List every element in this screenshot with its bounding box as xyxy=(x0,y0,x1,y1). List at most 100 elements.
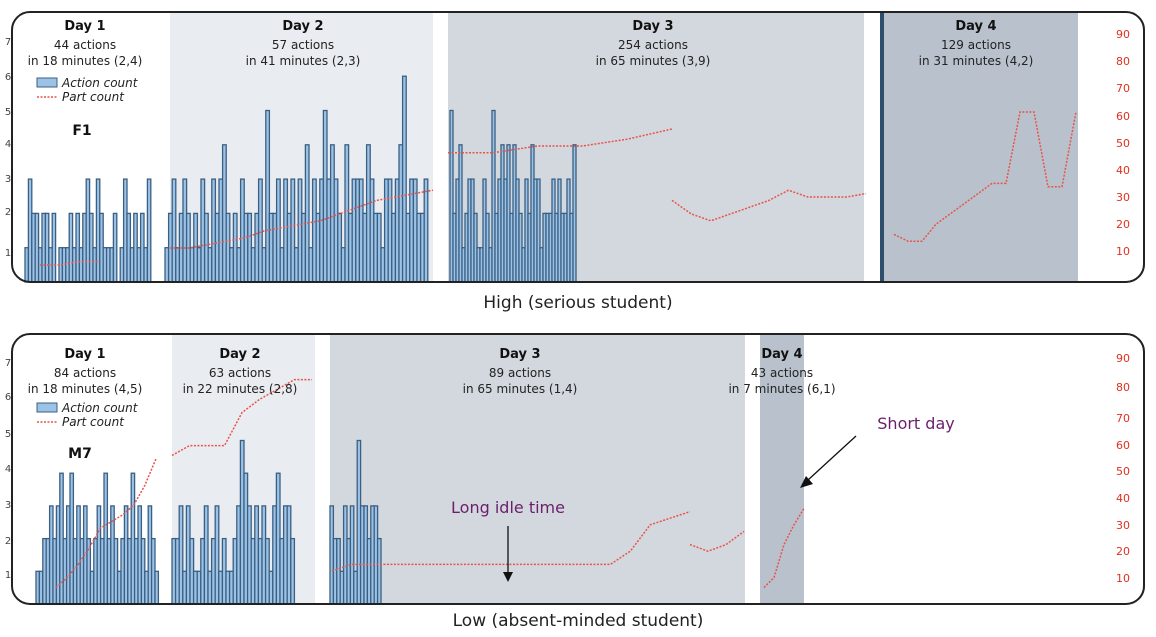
day-actions: 57 actions xyxy=(272,38,334,52)
right-tick-label: 50 xyxy=(1116,137,1130,150)
right-tick-label: 20 xyxy=(1116,218,1130,231)
day-title: Day 1 xyxy=(64,347,105,362)
day-duration: in 65 minutes (3,9) xyxy=(596,54,711,68)
action-bar xyxy=(423,178,429,283)
day-actions: 63 actions xyxy=(209,366,271,380)
right-tick-label: 30 xyxy=(1116,519,1130,532)
short-day-arrowhead xyxy=(800,476,813,488)
legend-action-swatch xyxy=(36,77,58,88)
high-caption: High (serious student) xyxy=(483,293,673,313)
day-duration: in 7 minutes (6,1) xyxy=(728,382,835,396)
day-shade xyxy=(330,335,745,603)
high-action-bars xyxy=(24,75,577,283)
day-duration: in 31 minutes (4,2) xyxy=(919,54,1034,68)
part-count-line xyxy=(689,530,745,552)
high-panel: 1 2 3 4 5 6 7 10 20 30 40 50 60 70 80 90 Day 1 44 actions… xyxy=(5,11,1145,283)
part-count-line xyxy=(40,260,98,266)
student-id: F1 xyxy=(72,123,91,139)
left-tick-label: 5 xyxy=(5,429,11,440)
action-bar xyxy=(154,570,160,605)
right-tick-label: 60 xyxy=(1116,110,1130,123)
right-tick-label: 70 xyxy=(1116,412,1130,425)
short-day-annotation: Short day xyxy=(877,414,954,433)
left-tick-label: 2 xyxy=(5,536,11,547)
day-title: Day 2 xyxy=(219,347,260,362)
day-title: Day 1 xyxy=(64,19,105,34)
left-tick-label: 5 xyxy=(5,107,11,118)
part-count-line xyxy=(893,111,1077,242)
left-tick-label: 7 xyxy=(5,358,11,369)
left-tick-label: 2 xyxy=(5,207,11,218)
right-tick-label: 70 xyxy=(1116,82,1130,95)
right-tick-label: 20 xyxy=(1116,545,1130,558)
day-divider xyxy=(880,12,884,282)
action-bar xyxy=(112,212,118,283)
part-count-line xyxy=(448,128,673,154)
day-actions: 89 actions xyxy=(489,366,551,380)
panel-frame xyxy=(11,11,1145,283)
right-tick-label: 10 xyxy=(1116,572,1130,585)
part-count-line xyxy=(671,189,867,222)
day-actions: 44 actions xyxy=(54,38,116,52)
right-tick-label: 30 xyxy=(1116,191,1130,204)
low-panel: 1 2 3 4 5 6 7 10 20 30 40 50 60 70 80 90 Day 1 84 actions… xyxy=(5,333,1145,605)
day-actions: 254 actions xyxy=(618,38,688,52)
day-title: Day 4 xyxy=(955,19,996,34)
day-duration: in 41 minutes (2,3) xyxy=(246,54,361,68)
action-bar xyxy=(572,144,577,283)
panel-frame xyxy=(11,333,1145,605)
day-actions: 129 actions xyxy=(941,38,1011,52)
day-title: Day 4 xyxy=(761,347,802,362)
legend-action-swatch xyxy=(36,402,58,413)
right-tick-label: 10 xyxy=(1116,245,1130,258)
right-tick-label: 90 xyxy=(1116,28,1130,41)
day-duration: in 65 minutes (1,4) xyxy=(463,382,578,396)
right-tick-label: 80 xyxy=(1116,381,1130,394)
day-duration: in 22 minutes (2,8) xyxy=(183,382,298,396)
left-tick-label: 3 xyxy=(5,500,11,511)
long-idle-annotation: Long idle time xyxy=(451,498,565,517)
right-tick-label: 90 xyxy=(1116,352,1130,365)
part-count-line xyxy=(170,189,434,249)
left-tick-label: 4 xyxy=(5,139,11,150)
part-count-line xyxy=(171,378,312,457)
day-duration: in 18 minutes (2,4) xyxy=(28,54,143,68)
action-bar xyxy=(376,537,382,605)
action-bar xyxy=(290,537,296,605)
day-title: Day 3 xyxy=(499,347,540,362)
part-count-line xyxy=(763,507,805,589)
low-caption: Low (absent-minded student) xyxy=(452,611,704,631)
left-tick-label: 7 xyxy=(5,37,11,48)
legend-action-label: Action count xyxy=(61,76,139,90)
action-bar xyxy=(146,178,152,283)
right-tick-label: 60 xyxy=(1116,439,1130,452)
right-tick-label: 40 xyxy=(1116,164,1130,177)
day-duration: in 18 minutes (4,5) xyxy=(28,382,143,396)
day-actions: 84 actions xyxy=(54,366,116,380)
action-bar xyxy=(51,212,57,283)
day-actions: 43 actions xyxy=(751,366,813,380)
right-tick-label: 50 xyxy=(1116,465,1130,478)
left-tick-label: 1 xyxy=(5,248,11,259)
day-title: Day 3 xyxy=(632,19,673,34)
legend-part-label: Part count xyxy=(62,415,125,429)
legend-action-label: Action count xyxy=(61,401,139,415)
left-tick-label: 6 xyxy=(5,392,11,403)
left-tick-label: 1 xyxy=(5,570,11,581)
day-shade xyxy=(880,13,1078,281)
part-count-line xyxy=(55,458,157,589)
student-id: M7 xyxy=(68,446,92,462)
day-title: Day 2 xyxy=(282,19,323,34)
part-count-line xyxy=(331,510,691,572)
left-tick-label: 4 xyxy=(5,464,11,475)
short-day-arrow xyxy=(807,435,857,481)
legend-part-label: Part count xyxy=(62,90,125,104)
right-tick-label: 40 xyxy=(1116,492,1130,505)
right-tick-label: 80 xyxy=(1116,55,1130,68)
day-shade xyxy=(760,335,804,603)
left-tick-label: 6 xyxy=(5,72,11,83)
long-idle-arrowhead xyxy=(503,572,513,582)
